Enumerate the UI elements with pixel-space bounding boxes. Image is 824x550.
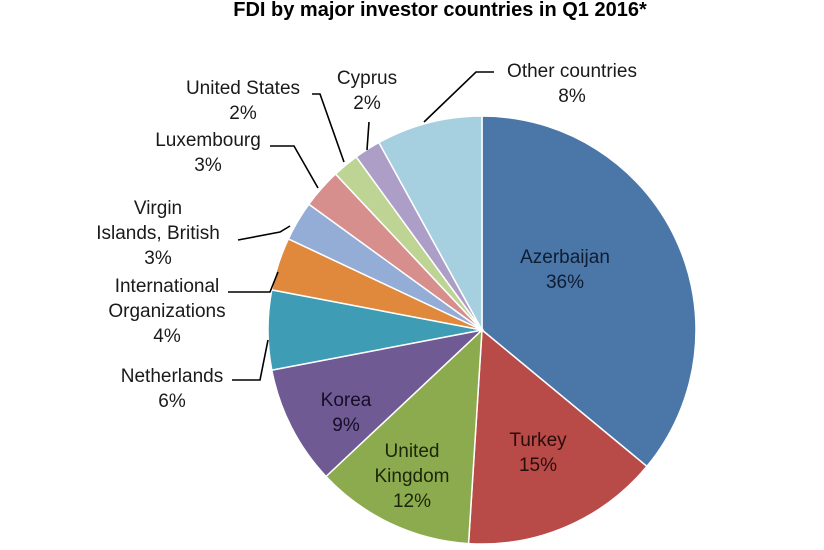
slice-value-luxembourg: 3% (194, 155, 222, 176)
chart-title: FDI by major investor countries in Q1 20… (233, 0, 647, 21)
slice-label-cyprus: Cyprus (337, 68, 397, 89)
slice-value-other-countries: 8% (558, 86, 586, 107)
leader-line-international-organizations (228, 271, 279, 293)
slice-value-korea: 9% (332, 415, 360, 436)
slice-value-international-organizations: 4% (153, 326, 181, 347)
pie-slice-korea (270, 328, 485, 478)
pie-slice-other-countries (377, 115, 483, 331)
leader-line-luxembourg (270, 145, 319, 189)
slice-label-united-kingdom: United Kingdom (375, 441, 450, 487)
slice-label-luxembourg: Luxembourg (155, 130, 261, 151)
leader-line-cyprus (366, 121, 370, 151)
slice-label-international-organizations: International Organizations (108, 276, 225, 322)
slice-value-virgin-islands-british: 3% (144, 248, 172, 269)
slice-value-cyprus: 2% (353, 93, 381, 114)
pie-slice-azerbaijan (481, 115, 697, 468)
slice-label-turkey: Turkey (509, 430, 567, 451)
slice-value-azerbaijan: 36% (546, 272, 584, 293)
slice-label-azerbaijan: Azerbaijan (520, 247, 610, 268)
slice-label-other-countries: Other countries (507, 61, 637, 82)
slice-label-united-states: United States (186, 78, 300, 99)
pie-slice-turkey (467, 328, 648, 545)
slice-label-virgin-islands-british: Virgin Islands, British (96, 198, 220, 244)
slice-value-netherlands: 6% (158, 391, 186, 412)
slice-label-korea: Korea (321, 390, 372, 411)
leader-line-virgin-islands-british (237, 225, 291, 241)
pie-slice-united-kingdom (324, 328, 483, 545)
leader-line-united-states (312, 93, 345, 163)
slice-value-united-states: 2% (229, 103, 257, 124)
slice-label-netherlands: Netherlands (121, 366, 223, 387)
leader-line-netherlands (232, 339, 269, 381)
slice-value-turkey: 15% (519, 455, 557, 476)
leader-line-other-countries (423, 71, 494, 123)
slice-value-united-kingdom: 12% (393, 491, 431, 512)
